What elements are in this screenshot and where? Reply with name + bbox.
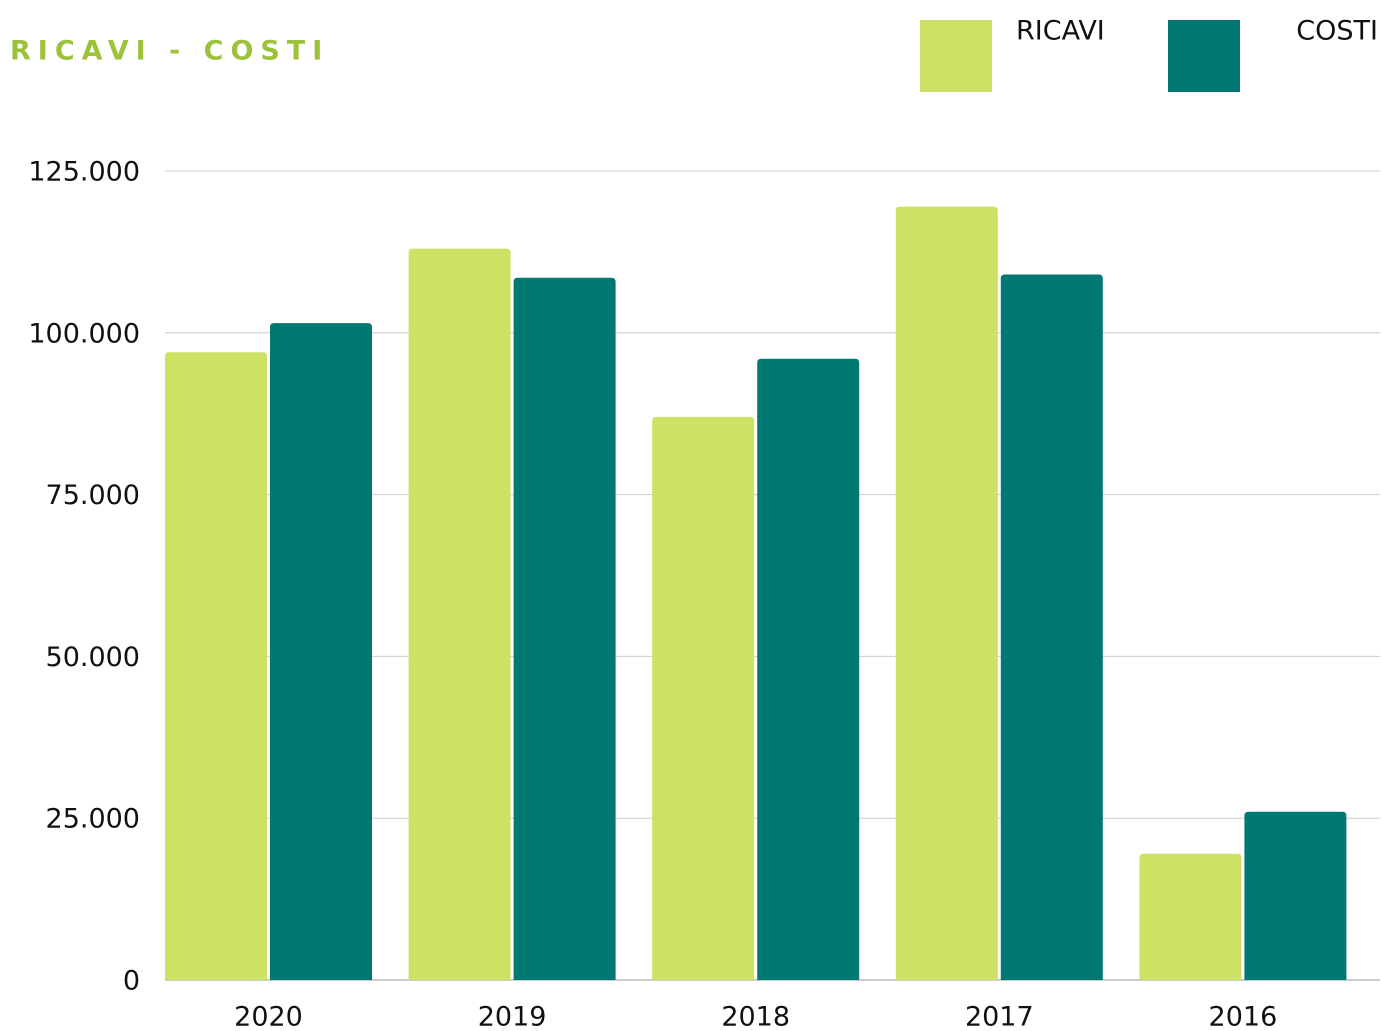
y-tick-label: 125.000 xyxy=(28,157,140,188)
x-tick-label: 2018 xyxy=(721,1002,790,1031)
bar xyxy=(1139,853,1242,980)
x-tick-label: 2016 xyxy=(1209,1002,1278,1031)
bar xyxy=(408,248,511,980)
y-tick-label: 100.000 xyxy=(28,318,140,349)
legend-swatch xyxy=(1168,20,1240,92)
bar xyxy=(757,358,860,980)
x-tick-label: 2019 xyxy=(478,1002,547,1031)
y-tick-label: 25.000 xyxy=(46,804,140,835)
chart-title: RICAVI - COSTI xyxy=(10,36,329,67)
legend-label: RICAVI xyxy=(1016,16,1105,47)
bar xyxy=(270,323,372,980)
legend-swatch xyxy=(920,20,992,92)
x-tick-label: 2020 xyxy=(234,1002,303,1031)
y-tick-label: 50.000 xyxy=(46,642,140,673)
bar xyxy=(1244,811,1347,980)
bar xyxy=(1000,274,1103,980)
y-tick-label: 75.000 xyxy=(46,480,140,511)
bar xyxy=(652,416,755,980)
y-tick-label: 0 xyxy=(123,966,140,997)
legend-label: COSTI xyxy=(1296,16,1378,47)
bar xyxy=(513,277,616,981)
bar xyxy=(895,206,998,980)
x-tick-label: 2017 xyxy=(965,1002,1034,1031)
bar xyxy=(165,352,267,980)
